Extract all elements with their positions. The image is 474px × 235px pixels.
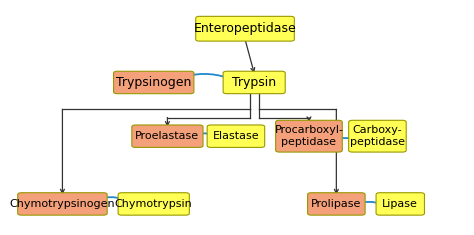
Text: Lipase: Lipase [383, 199, 418, 209]
Text: Prolipase: Prolipase [311, 199, 362, 209]
FancyBboxPatch shape [223, 71, 285, 94]
Text: Elastase: Elastase [213, 131, 259, 141]
FancyBboxPatch shape [349, 120, 406, 152]
Text: Procarboxyl-
peptidase: Procarboxyl- peptidase [274, 125, 344, 147]
FancyBboxPatch shape [196, 16, 294, 41]
FancyBboxPatch shape [118, 193, 189, 215]
FancyBboxPatch shape [132, 125, 203, 147]
FancyBboxPatch shape [207, 125, 264, 147]
Text: Enteropeptidase: Enteropeptidase [194, 22, 296, 35]
Text: Chymotrypsinogen: Chymotrypsinogen [9, 199, 115, 209]
FancyBboxPatch shape [18, 193, 107, 215]
Text: Trypsin: Trypsin [232, 76, 276, 89]
Text: Proelastase: Proelastase [136, 131, 200, 141]
FancyBboxPatch shape [114, 71, 194, 94]
FancyBboxPatch shape [308, 193, 365, 215]
Text: Trypsinogen: Trypsinogen [116, 76, 191, 89]
Text: Carboxy-
peptidase: Carboxy- peptidase [350, 125, 405, 147]
FancyBboxPatch shape [275, 120, 342, 152]
Text: Chymotrypsin: Chymotrypsin [115, 199, 192, 209]
FancyBboxPatch shape [376, 193, 424, 215]
